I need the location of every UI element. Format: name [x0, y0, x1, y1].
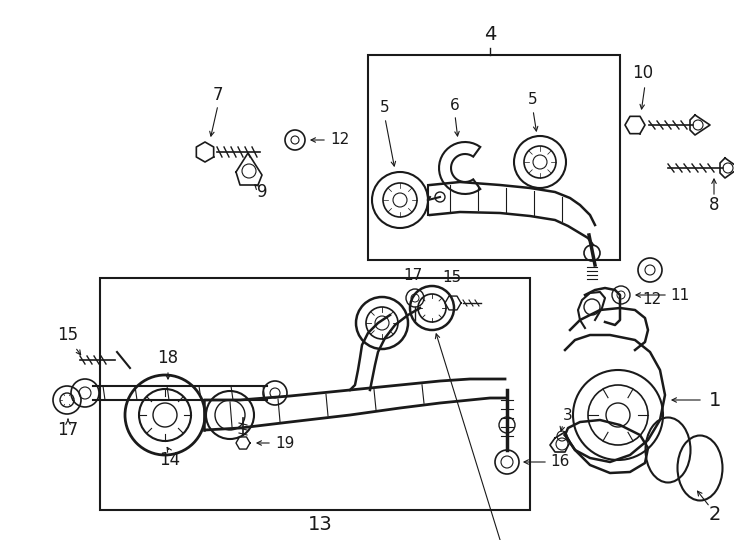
Bar — [100, 278, 530, 510]
Text: 16: 16 — [550, 455, 570, 469]
Text: 5: 5 — [528, 92, 538, 107]
Text: 15: 15 — [57, 326, 79, 344]
Text: 17: 17 — [404, 268, 423, 284]
Text: 4: 4 — [484, 25, 496, 44]
Text: 9: 9 — [257, 183, 267, 201]
Text: 19: 19 — [275, 435, 294, 450]
Text: 18: 18 — [157, 349, 178, 367]
Text: 10: 10 — [633, 64, 653, 82]
Text: 7: 7 — [213, 86, 223, 104]
Text: 2: 2 — [709, 505, 722, 524]
Text: 12: 12 — [330, 132, 349, 147]
Text: 5: 5 — [380, 100, 390, 116]
Text: 15: 15 — [443, 271, 462, 286]
Bar — [368, 55, 620, 260]
Text: 12: 12 — [642, 293, 661, 307]
Text: 11: 11 — [670, 287, 690, 302]
Text: 3: 3 — [563, 408, 573, 422]
Text: 8: 8 — [709, 196, 719, 214]
Text: 6: 6 — [450, 98, 460, 112]
Text: 14: 14 — [159, 451, 181, 469]
Text: 17: 17 — [57, 421, 79, 439]
Text: 13: 13 — [308, 516, 333, 535]
Text: 1: 1 — [709, 390, 722, 409]
